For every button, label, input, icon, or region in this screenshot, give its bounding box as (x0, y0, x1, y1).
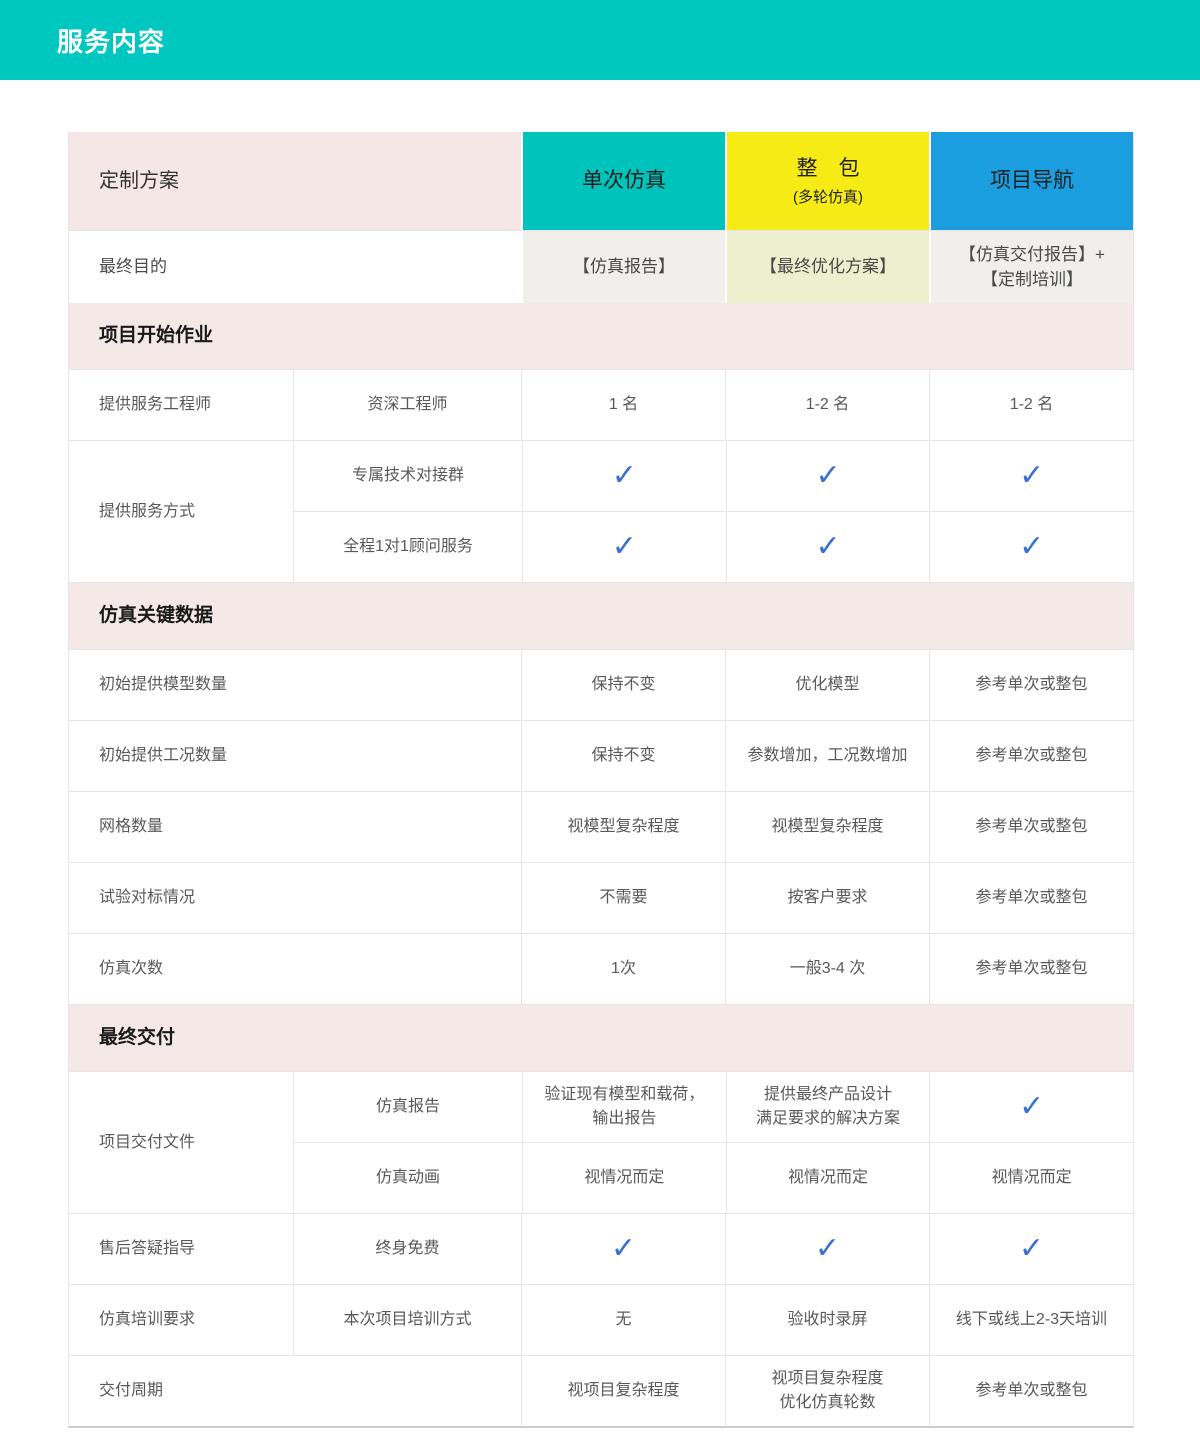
section-title: 最终交付 (69, 1005, 1133, 1071)
row-label: 交付周期 (99, 1382, 164, 1399)
row-label: 提供服务方式 (99, 502, 196, 520)
purpose-row: 最终目的 【仿真报告】 【最终优化方案】 【仿真交付报告】+ 【定制培训】 (69, 230, 1133, 303)
row-label: 初始提供模型数量 (99, 676, 228, 693)
table-subrow: 仿真报告 验证现有模型和载荷， 输出报告 提供最终产品设计 满足要求的解决方案 ✓ (294, 1072, 1133, 1142)
row-label: 网格数量 (99, 818, 164, 835)
section-title: 项目开始作业 (69, 303, 1133, 369)
purpose-value: 【最终优化方案】 (725, 231, 929, 303)
cell-value: 验证现有模型和载荷， 输出报告 (522, 1072, 726, 1142)
table-row: 网格数量 视模型复杂程度 视模型复杂程度 参考单次或整包 (69, 791, 1133, 862)
page-title: 服务内容 (57, 26, 166, 57)
cell-value: 参考单次或整包 (929, 934, 1133, 1004)
cell-value: 线下或线上2-3天培训 (929, 1285, 1133, 1355)
cell-value: 不需要 (521, 863, 725, 933)
group-subrows: 专属技术对接群 ✓ ✓ ✓ 全程1对1顾问服务 ✓ ✓ ✓ (293, 441, 1133, 582)
table-row: 提供服务工程师 资深工程师 1 名 1-2 名 1-2 名 (69, 369, 1133, 440)
cell-value: 1-2 名 (929, 370, 1133, 440)
table-row: 仿真培训要求 本次项目培训方式无验收时录屏 线下或线上2-3天培训 (69, 1284, 1133, 1355)
row-sublabel: 专属技术对接群 (351, 467, 464, 484)
cell-value: 视情况而定 (725, 1143, 930, 1213)
column-title: 整 包 (796, 157, 860, 180)
column-subtitle: (多轮仿真) (793, 188, 863, 206)
table-row: 初始提供模型数量 保持不变 优化模型 参考单次或整包 (69, 649, 1133, 720)
cell-value: 视情况而定 (929, 1143, 1133, 1213)
row-sublabel: 仿真报告 (375, 1098, 440, 1115)
service-comparison-table: 定制方案 单次仿真 整 包 (多轮仿真) 项目导航 最终目的 【仿真报告】 【最… (68, 132, 1134, 1428)
cell-value: 1 名 (521, 370, 725, 440)
cell-value: 参考单次或整包 (929, 650, 1133, 720)
cell-value: 优化模型 (725, 650, 929, 720)
row-label: 售后答疑指导 (99, 1240, 196, 1257)
page-header: 服务内容 (0, 0, 1200, 80)
table-row: 初始提供工况数量 保持不变 参数增加，工况数增加 参考单次或整包 (69, 720, 1133, 791)
purpose-label: 最终目的 (99, 257, 167, 277)
cell-value: 按客户要求 (725, 863, 929, 933)
row-label: 初始提供工况数量 (99, 747, 228, 764)
table-row: 交付周期 视项目复杂程度 视项目复杂程度 优化仿真轮数 参考单次或整包 (69, 1355, 1133, 1426)
cell-value: 保持不变 (521, 650, 725, 720)
section-row: 最终交付 (69, 1004, 1133, 1071)
corner-header-cell: 定制方案 (69, 132, 521, 230)
row-sublabel: 终身免费 (293, 1214, 521, 1284)
check-icon: ✓ (929, 512, 1133, 582)
check-icon: ✓ (929, 441, 1133, 511)
row-label: 项目交付文件 (99, 1133, 196, 1151)
check-icon: ✓ (725, 441, 930, 511)
table-row: 试验对标情况 不需要 按客户要求 参考单次或整包 (69, 862, 1133, 933)
cell-value: 参考单次或整包 (929, 1356, 1133, 1426)
cell-value: 视项目复杂程度 (521, 1356, 725, 1426)
cell-value: 无 (521, 1285, 725, 1355)
row-sublabel: 本次项目培训方式 (293, 1285, 521, 1355)
check-icon: ✓ (725, 512, 930, 582)
row-sublabel: 仿真动画 (375, 1169, 440, 1186)
cell-value: 1次 (521, 934, 725, 1004)
table-row: 仿真次数 1次 一般3-4 次参考单次或整包 (69, 933, 1133, 1004)
check-icon: ✓ (725, 1214, 929, 1284)
check-icon: ✓ (522, 441, 726, 511)
cell-value: 参考单次或整包 (929, 792, 1133, 862)
group-subrows: 仿真报告 验证现有模型和载荷， 输出报告 提供最终产品设计 满足要求的解决方案 ✓ 仿真… (293, 1072, 1133, 1213)
cell-value: 1-2 名 (725, 370, 929, 440)
table-row: 售后答疑指导 终身免费 ✓ ✓ ✓ (69, 1213, 1133, 1284)
cell-value: 视情况而定 (522, 1143, 726, 1213)
purpose-value: 【仿真交付报告】+ 【定制培训】 (929, 231, 1133, 303)
table-subrow: 全程1对1顾问服务 ✓ ✓ ✓ (294, 511, 1133, 582)
check-icon: ✓ (521, 1214, 725, 1284)
row-label: 提供服务工程师 (99, 396, 212, 413)
column-title: 单次仿真 (582, 169, 666, 193)
table-header-row: 定制方案 单次仿真 整 包 (多轮仿真) 项目导航 (69, 132, 1133, 230)
cell-value: 验收时录屏 (725, 1285, 929, 1355)
row-label: 仿真次数 (99, 960, 164, 977)
section-row: 项目开始作业 (69, 303, 1133, 369)
purpose-value: 【仿真报告】 (521, 231, 725, 303)
row-sublabel: 资深工程师 (293, 370, 521, 440)
column-header-single-simulation: 单次仿真 (521, 132, 725, 230)
column-title: 项目导航 (990, 169, 1074, 193)
cell-value: 参考单次或整包 (929, 721, 1133, 791)
table-subrow: 仿真动画 视情况而定 视情况而定 视情况而定 (294, 1142, 1133, 1213)
table-subrow: 专属技术对接群 ✓ ✓ ✓ (294, 441, 1133, 511)
check-icon: ✓ (522, 512, 726, 582)
column-header-full-package: 整 包 (多轮仿真) (725, 132, 929, 230)
cell-value: 参考单次或整包 (929, 863, 1133, 933)
row-sublabel: 全程1对1顾问服务 (343, 538, 473, 555)
check-icon: ✓ (929, 1214, 1133, 1284)
section-row: 仿真关键数据 (69, 582, 1133, 649)
cell-value: 视模型复杂程度 (521, 792, 725, 862)
cell-value: 参数增加，工况数增加 (725, 721, 929, 791)
table-row-group: 项目交付文件 仿真报告 验证现有模型和载荷， 输出报告 提供最终产品设计 满足要求的解… (69, 1071, 1133, 1213)
row-label: 仿真培训要求 (99, 1311, 196, 1328)
section-title: 仿真关键数据 (69, 583, 1133, 649)
row-label: 试验对标情况 (99, 889, 196, 906)
cell-value: 一般3-4 次 (725, 934, 929, 1004)
column-header-project-navigation: 项目导航 (929, 132, 1133, 230)
cell-value: 保持不变 (521, 721, 725, 791)
check-icon: ✓ (929, 1072, 1133, 1142)
cell-value: 视模型复杂程度 (725, 792, 929, 862)
cell-value: 视项目复杂程度 优化仿真轮数 (725, 1356, 929, 1426)
table-row-group: 提供服务方式 专属技术对接群 ✓ ✓ ✓ 全程1对1顾问服务 ✓ ✓ ✓ (69, 440, 1133, 582)
cell-value: 提供最终产品设计 满足要求的解决方案 (725, 1072, 930, 1142)
